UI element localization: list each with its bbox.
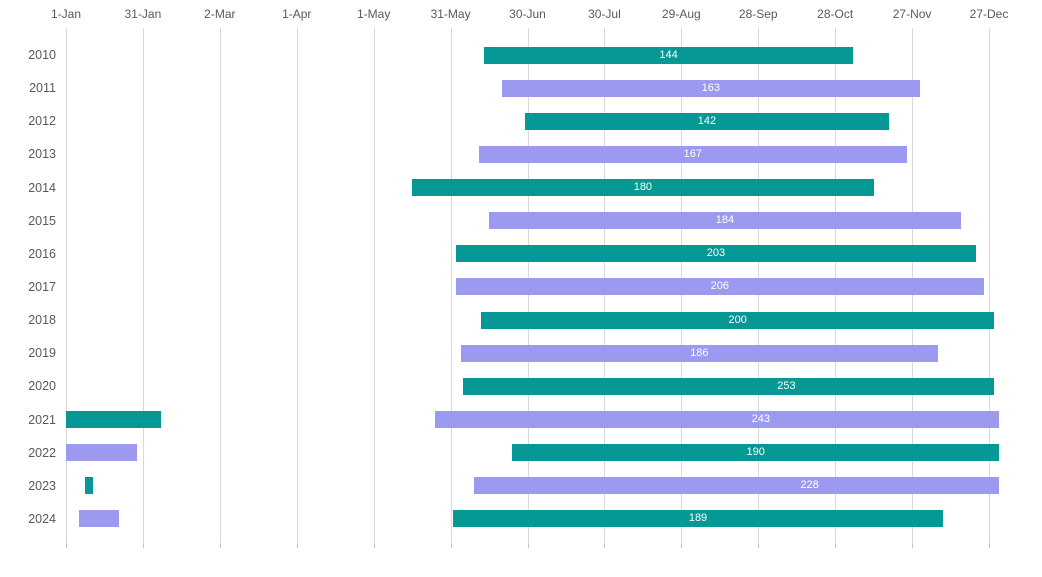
y-year-label: 2014 — [28, 180, 56, 195]
gantt-bar-label: 253 — [777, 379, 796, 392]
gantt-bar-2011[interactable] — [501, 79, 920, 97]
gantt-bar-label: 167 — [683, 147, 703, 160]
y-year-label: 2010 — [28, 48, 56, 62]
gantt-bar-2015[interactable] — [489, 212, 961, 230]
y-year-label: 2017 — [28, 279, 56, 294]
y-year-label: 2022 — [28, 445, 56, 460]
gantt-bar-label: 144 — [659, 48, 678, 61]
gantt-bar-2018[interactable] — [481, 311, 995, 329]
axis-tick — [296, 543, 298, 548]
gantt-bar-2020[interactable] — [463, 377, 995, 395]
x-tick-label: 31-May — [430, 7, 471, 21]
axis-tick — [527, 543, 529, 548]
gantt-bar-label: 203 — [706, 247, 726, 260]
y-year-label: 2013 — [28, 147, 56, 162]
gantt-bar-label: 190 — [746, 446, 765, 459]
y-year-label: 2023 — [28, 478, 56, 493]
carryover-bar-2024[interactable] — [78, 510, 119, 528]
gridline — [989, 28, 990, 543]
gridline — [142, 28, 144, 543]
axis-tick — [604, 543, 606, 548]
gantt-bar-label: 243 — [751, 413, 770, 426]
carryover-bar-2022[interactable] — [66, 444, 137, 462]
y-year-label: 2016 — [28, 246, 56, 261]
gantt-bar-2013[interactable] — [478, 145, 907, 163]
gridline — [373, 28, 375, 543]
x-tick-label: 1-May — [356, 7, 391, 21]
y-year-label: 2012 — [28, 114, 56, 129]
y-year-label: 2018 — [28, 313, 56, 328]
x-tick-label: 29-Aug — [661, 7, 701, 21]
axis-tick — [989, 543, 990, 548]
gantt-bar-label: 180 — [633, 181, 653, 194]
y-year-label: 2024 — [28, 511, 56, 526]
x-tick-label: 31-Jan — [124, 7, 162, 21]
axis-tick — [373, 543, 375, 548]
axis-tick — [912, 543, 914, 548]
y-year-label: 2020 — [28, 379, 56, 394]
gantt-bar-2022[interactable] — [512, 444, 1000, 462]
gantt-bar-label: 206 — [710, 280, 729, 293]
x-tick-label: 30-Jun — [509, 7, 546, 21]
axis-tick — [66, 543, 67, 548]
x-tick-label: 28-Sep — [738, 7, 778, 21]
axis-tick — [758, 543, 760, 548]
gantt-bar-2019[interactable] — [460, 344, 938, 362]
carryover-bar-2021[interactable] — [66, 411, 161, 429]
x-tick-label: 1-Jan — [50, 7, 82, 21]
gantt-bar-2017[interactable] — [455, 278, 984, 296]
gantt-bar-label: 200 — [728, 313, 747, 326]
gridline — [450, 28, 452, 543]
x-tick-label: 2-Mar — [204, 7, 236, 21]
x-tick-label: 27-Dec — [969, 7, 1009, 21]
axis-tick — [142, 543, 144, 548]
gantt-bar-label: 228 — [800, 479, 819, 492]
y-year-label: 2011 — [29, 81, 56, 96]
y-year-label: 2019 — [28, 346, 56, 361]
axis-tick — [681, 543, 683, 548]
y-year-label: 2015 — [28, 213, 56, 228]
gantt-bar-label: 163 — [701, 81, 720, 94]
gantt-bar-label: 186 — [690, 346, 709, 359]
axis-tick — [450, 543, 452, 548]
y-year-label: 2021 — [28, 412, 56, 427]
carryover-bar-2023[interactable] — [85, 477, 93, 495]
gantt-bar-2016[interactable] — [455, 245, 977, 263]
gantt-bar-2021[interactable] — [435, 411, 1000, 429]
gantt-bar-2023[interactable] — [473, 477, 1000, 495]
gantt-bar-2010[interactable] — [483, 46, 854, 64]
x-tick-label: 30-Jul — [588, 7, 621, 21]
axis-tick — [835, 543, 837, 548]
x-tick-label: 27-Nov — [892, 7, 932, 21]
gridline — [219, 28, 221, 543]
x-tick-label: 1-Apr — [282, 7, 312, 21]
axis-tick — [219, 543, 221, 548]
gantt-bar-label: 189 — [688, 512, 708, 525]
gantt-bar-2012[interactable] — [524, 112, 889, 130]
gantt-bar-2024[interactable] — [453, 510, 943, 528]
gantt-bar-label: 142 — [697, 114, 717, 127]
x-tick-label: 28-Oct — [817, 7, 854, 21]
gantt-bar-2014[interactable] — [412, 179, 874, 197]
gantt-bar-label: 184 — [715, 214, 735, 227]
gridline — [296, 28, 298, 543]
gridline — [66, 28, 67, 543]
